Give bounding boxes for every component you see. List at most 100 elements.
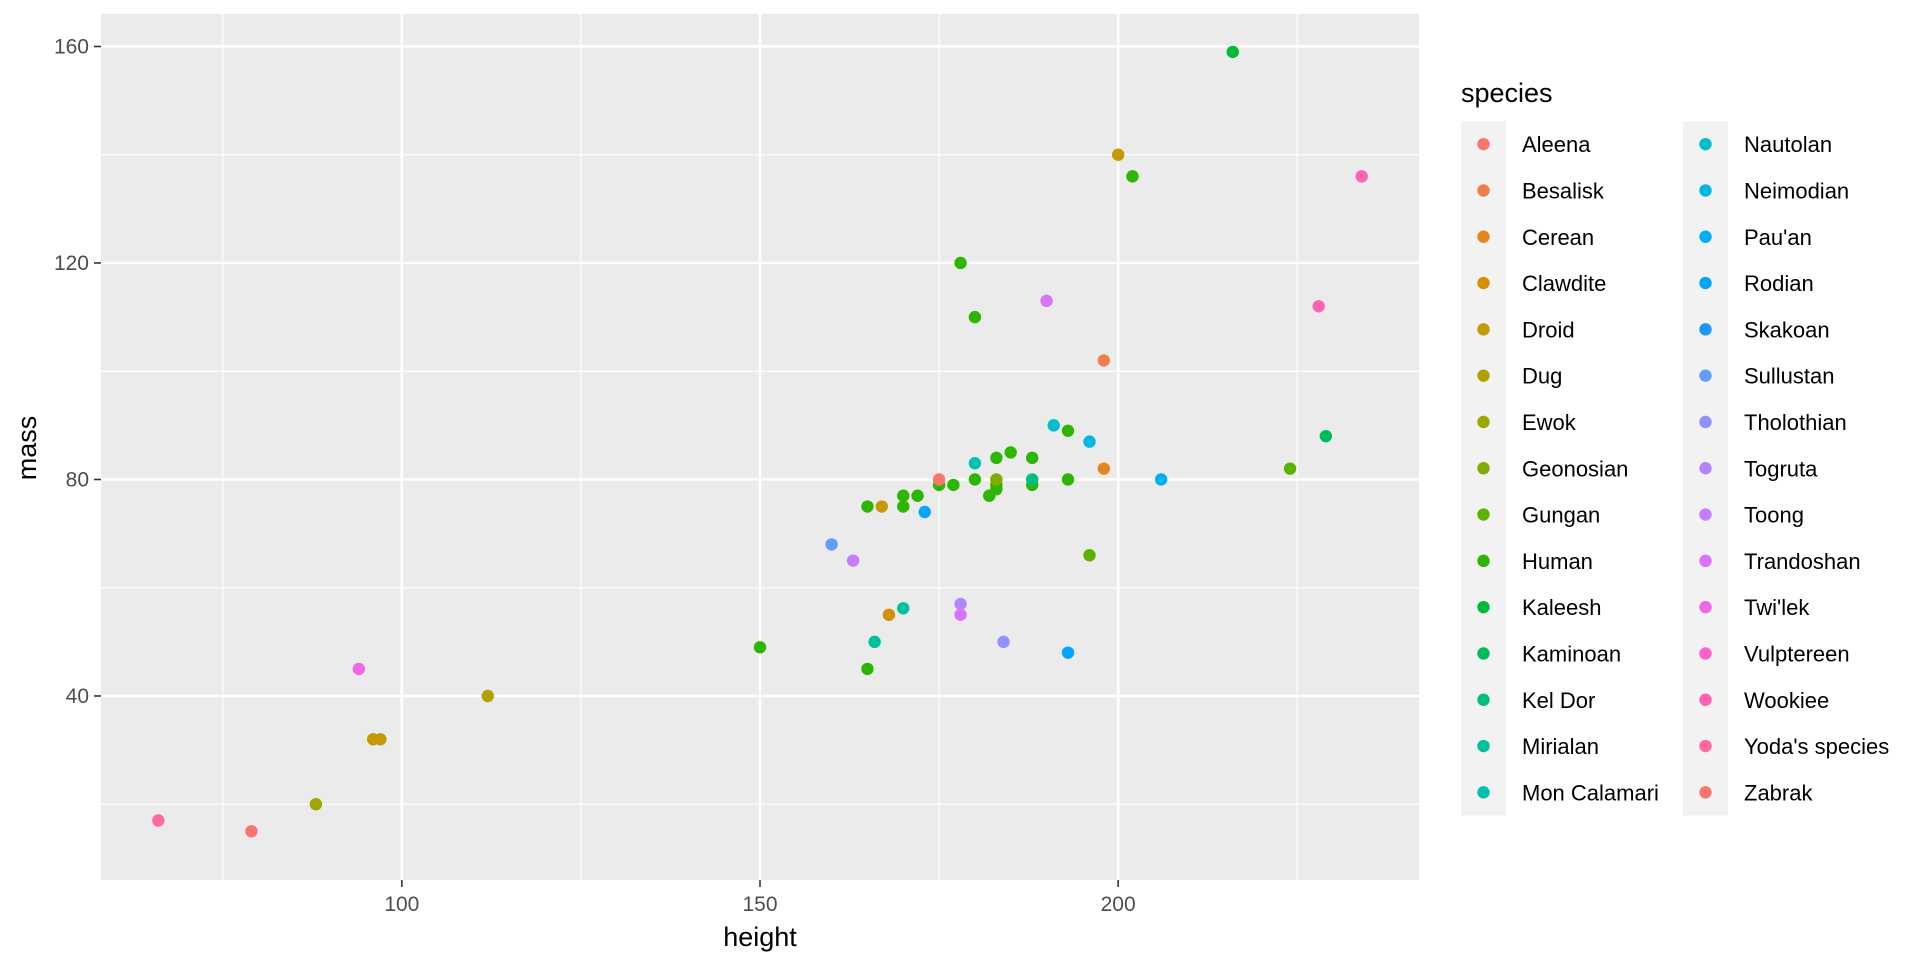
- legend-label: Human: [1522, 549, 1593, 574]
- data-point: [897, 500, 910, 513]
- data-point: [753, 641, 767, 654]
- legend-swatch: [1477, 554, 1490, 568]
- data-point: [968, 473, 982, 486]
- data-point: [1047, 419, 1060, 432]
- legend-swatch: [1477, 647, 1490, 660]
- legend-swatch: [1477, 230, 1490, 243]
- legend-entries: Aleena Besalisk Cerean Clawdite Droid Dug Ewok…: [1461, 121, 1889, 816]
- data-point: [374, 733, 387, 746]
- legend-swatch: [1477, 415, 1490, 429]
- legend-label: Skakoan: [1744, 317, 1830, 342]
- legend-label: Kel Dor: [1522, 688, 1595, 713]
- legend-label: Aleena: [1522, 132, 1591, 157]
- legend-swatch: [1699, 276, 1712, 290]
- data-point: [868, 635, 881, 649]
- y-tick-label: 80: [66, 468, 89, 491]
- data-point: [954, 608, 967, 621]
- data-point: [1312, 300, 1325, 313]
- data-point: [1040, 294, 1053, 308]
- data-points: [152, 45, 1368, 838]
- x-tick-label: 200: [1101, 893, 1136, 916]
- legend-swatch: [1699, 600, 1712, 614]
- legend-label: Togruta: [1744, 456, 1818, 481]
- legend-swatch: [1699, 137, 1712, 151]
- legend-swatch: [1699, 647, 1712, 660]
- data-point: [1061, 473, 1075, 486]
- data-point: [152, 814, 165, 827]
- data-point: [1025, 473, 1039, 486]
- legend-swatch: [1477, 508, 1490, 521]
- legend-label: Ewok: [1522, 410, 1577, 435]
- x-axis: 100 150 200: [384, 880, 1136, 916]
- legend-swatch: [1699, 369, 1712, 382]
- legend-label: Kaminoan: [1522, 641, 1621, 666]
- legend-swatch: [1699, 693, 1712, 706]
- data-point: [861, 662, 874, 676]
- data-point: [846, 554, 860, 567]
- data-point: [861, 500, 874, 513]
- legend-swatch: [1699, 462, 1712, 475]
- data-point: [897, 489, 910, 502]
- legend-swatch: [1477, 369, 1490, 382]
- data-point: [918, 505, 931, 519]
- data-point: [1355, 170, 1368, 183]
- y-tick-label: 120: [54, 252, 89, 275]
- y-tick-label: 40: [66, 685, 89, 708]
- legend-label: Mirialan: [1522, 734, 1599, 759]
- data-point: [1319, 429, 1333, 443]
- legend-label: Pau'an: [1744, 225, 1812, 250]
- legend-label: Nautolan: [1744, 132, 1832, 157]
- data-point: [1061, 646, 1075, 659]
- legend-label: Trandoshan: [1744, 549, 1861, 574]
- legend-label: Wookiee: [1744, 688, 1829, 713]
- legend-swatch: [1699, 786, 1712, 799]
- legend-label: Geonosian: [1522, 456, 1628, 481]
- data-point: [1083, 435, 1096, 448]
- legend-swatch: [1477, 739, 1490, 753]
- legend-label: Besalisk: [1522, 178, 1605, 203]
- legend-swatch: [1477, 137, 1490, 151]
- data-point: [1004, 446, 1017, 459]
- data-point: [932, 473, 946, 486]
- data-point: [947, 478, 960, 492]
- legend-swatch: [1699, 508, 1712, 521]
- legend-label: Rodian: [1744, 271, 1814, 296]
- legend-swatch: [1699, 739, 1712, 753]
- data-point: [968, 310, 982, 324]
- data-point: [968, 457, 982, 470]
- legend-label: Yoda's species: [1744, 734, 1889, 759]
- legend-label: Dug: [1522, 364, 1562, 389]
- data-point: [1097, 354, 1111, 367]
- legend-label: Droid: [1522, 317, 1575, 342]
- data-point: [825, 538, 838, 551]
- legend-swatch: [1477, 786, 1490, 799]
- legend-label: Vulptereen: [1744, 641, 1850, 666]
- data-point: [1111, 148, 1125, 161]
- y-axis-title: mass: [12, 416, 42, 481]
- legend-swatch: [1699, 415, 1712, 429]
- legend-swatch: [1477, 276, 1490, 290]
- legend: species Aleena Besalisk Cerean Clawdite Droi…: [1461, 78, 1889, 816]
- data-point: [990, 473, 1003, 486]
- data-point: [882, 608, 896, 621]
- legend-label: Tholothian: [1744, 410, 1847, 435]
- data-point: [997, 635, 1010, 649]
- data-point: [309, 798, 323, 811]
- legend-label: Mon Calamari: [1522, 780, 1659, 805]
- data-point: [1083, 549, 1096, 562]
- x-axis-title: height: [723, 922, 797, 952]
- legend-swatch: [1699, 184, 1712, 197]
- legend-swatch: [1477, 600, 1490, 614]
- data-point: [1283, 462, 1297, 475]
- data-point: [875, 500, 888, 513]
- legend-swatch: [1477, 184, 1490, 197]
- y-tick-label: 160: [54, 35, 89, 58]
- data-point: [352, 662, 366, 676]
- legend-swatch: [1699, 554, 1712, 568]
- legend-swatch: [1477, 693, 1490, 706]
- data-point: [897, 602, 910, 615]
- x-tick-label: 150: [742, 893, 777, 916]
- legend-swatch: [1699, 230, 1712, 243]
- legend-label: Clawdite: [1522, 271, 1606, 296]
